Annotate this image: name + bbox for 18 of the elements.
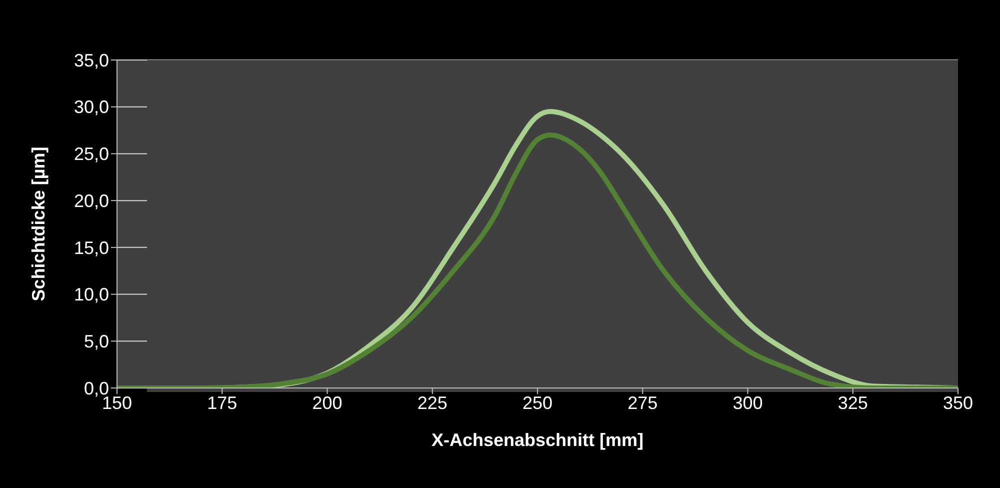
- y-tick-label: 15,0: [74, 238, 109, 258]
- x-tick-label: 250: [522, 392, 553, 413]
- y-tick-label: 0,0: [84, 378, 109, 398]
- x-tick-label: 175: [207, 392, 238, 413]
- y-tick-label: 10,0: [74, 284, 109, 305]
- y-tick-label: 25,0: [74, 144, 109, 164]
- y-tick-label: 35,0: [74, 50, 109, 70]
- y-tick-label: 30,0: [74, 97, 109, 118]
- x-tick-label: 350: [942, 392, 974, 413]
- y-tick-label: 5,0: [84, 332, 109, 352]
- x-tick-label: 325: [838, 392, 868, 413]
- x-axis-title: X-Achsenabschnitt [mm]: [431, 430, 644, 450]
- x-tick-label: 225: [417, 392, 448, 413]
- x-tick-label: 275: [628, 392, 658, 413]
- x-tick-label: 200: [312, 392, 342, 413]
- x-tick-label: 300: [732, 392, 763, 413]
- y-axis-title: Schichtdicke [µm]: [28, 146, 48, 302]
- y-tick-label: 20,0: [74, 190, 109, 211]
